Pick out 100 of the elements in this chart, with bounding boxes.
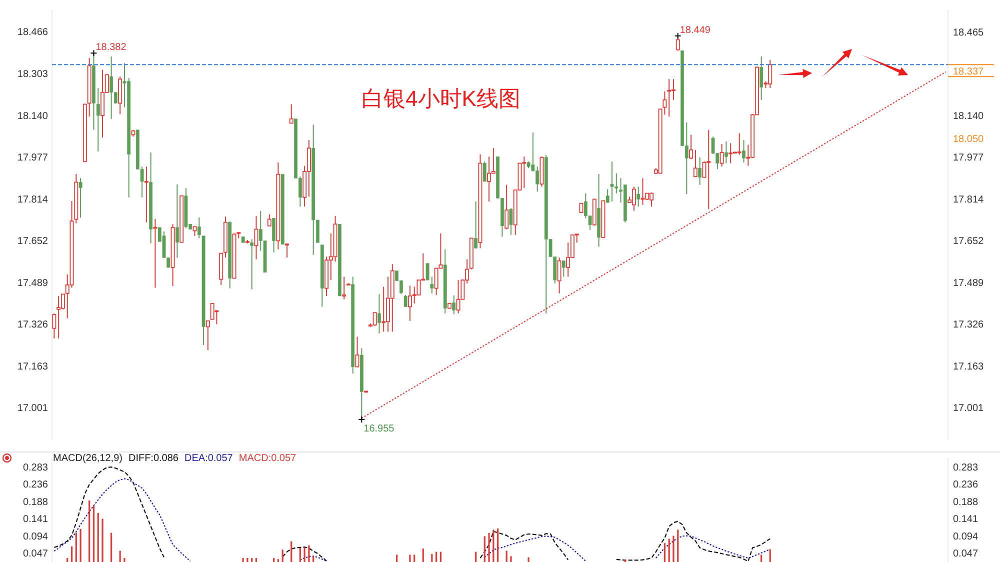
candlestick: [632, 186, 636, 212]
y2-tick-label: 17.489: [953, 278, 984, 289]
y-tick-label: 17.489: [17, 278, 48, 289]
annotation: 16.955: [364, 423, 395, 434]
y2-tick-label: 17.977: [953, 152, 984, 164]
y-tick-label: 0.094: [22, 531, 48, 542]
candlestick: [487, 156, 492, 202]
y-tick-label: 0.236: [22, 480, 48, 491]
y-tick-label: 17.652: [17, 236, 48, 248]
annotation: 18.382: [96, 42, 127, 54]
ref-line-label: 18.337: [953, 66, 984, 78]
y2-tick-label: 17.163: [953, 362, 984, 373]
y2-tick-label: 0.188: [953, 497, 978, 508]
y-tick-label: 17.977: [17, 152, 48, 164]
candlestick: [562, 260, 566, 278]
candlestick: [206, 320, 210, 351]
y-tick-label: 18.466: [17, 27, 48, 38]
candlestick: [698, 156, 702, 186]
candlestick: [728, 142, 733, 164]
candlestick: [52, 312, 56, 339]
candlestick: [522, 156, 526, 189]
line-series: [655, 535, 771, 559]
text: DEA:0.057: [184, 453, 234, 464]
candlestick: [372, 312, 377, 327]
candlestick: [378, 294, 381, 334]
y2-tick-label: 0.236: [953, 480, 978, 491]
candlestick: [289, 104, 294, 124]
candlestick: [254, 215, 258, 260]
y2-tick-label: 0.283: [953, 462, 978, 474]
candlestick: [284, 242, 289, 258]
y-tick-label: 0.141: [22, 514, 48, 526]
y2-tick-label: 0.141: [953, 514, 978, 526]
line-series: [616, 520, 771, 562]
candlestick: [272, 218, 276, 253]
y2-tick-label: 18.465: [953, 27, 984, 38]
candlestick: [197, 216, 201, 239]
y-tick-label: 0.047: [22, 548, 48, 560]
candlestick: [640, 178, 645, 206]
y-tick-label: 18.140: [17, 110, 48, 122]
y-tick-label: 17.814: [17, 194, 48, 206]
candlestick: [693, 149, 698, 178]
candlestick: [434, 268, 438, 296]
candlestick: [306, 139, 311, 198]
candlestick: [96, 88, 100, 152]
candlestick: [78, 178, 82, 218]
candlestick: [416, 280, 421, 296]
candlestick: [474, 201, 478, 249]
candlestick: [504, 184, 509, 230]
candlestick: [426, 262, 430, 281]
candlestick: [689, 134, 694, 160]
candlestick: [737, 132, 742, 156]
y2-tick-label: 18.140: [953, 110, 984, 122]
candlestick: [382, 286, 386, 332]
y2-tick-label: 0.047: [953, 548, 978, 560]
line-series: [484, 536, 586, 562]
line-series: [54, 466, 165, 558]
candlestick: [760, 56, 764, 100]
text: MACD:0.057: [238, 453, 297, 464]
candlestick: [144, 166, 148, 223]
line-series: [54, 478, 191, 562]
candlestick: [667, 78, 672, 118]
candlestick: [56, 295, 61, 339]
candlestick: [557, 256, 562, 294]
line-series: [282, 546, 328, 562]
line-series: [480, 530, 569, 560]
y2-tick-label: 18.050: [953, 134, 984, 145]
text: 白银4小时K线图: [362, 86, 520, 111]
candlestick: [509, 208, 513, 236]
candlestick: [636, 186, 640, 208]
candlestick: [175, 184, 179, 258]
y-tick-label: 17.326: [17, 320, 48, 331]
candlestick: [482, 160, 486, 182]
candlestick: [702, 160, 706, 178]
candlestick: [153, 218, 158, 288]
candlestick: [452, 294, 456, 315]
y-tick-label: 0.283: [22, 462, 48, 474]
y2-tick-label: 17.652: [953, 236, 984, 248]
candlestick: [355, 336, 360, 368]
candlestick: [720, 144, 724, 168]
y-tick-label: 17.001: [17, 403, 48, 414]
candlestick: [430, 276, 434, 294]
y2-tick-label: 17.326: [953, 320, 984, 331]
candlestick: [404, 294, 408, 308]
candlestick: [250, 238, 254, 290]
candlestick: [342, 276, 346, 300]
y2-tick-label: 17.814: [953, 194, 984, 206]
series-label: DIFF:0.086: [128, 453, 179, 464]
y-tick-label: 18.303: [17, 68, 48, 80]
y2-tick-label: 0.094: [953, 531, 978, 542]
annotation: 18.449: [680, 24, 711, 36]
chart-title: MACD(26,12,9): [53, 453, 122, 464]
y-tick-label: 0.188: [22, 497, 48, 508]
candlestick: [267, 214, 272, 226]
candlestick: [742, 139, 746, 163]
y-tick-label: 17.163: [17, 362, 48, 373]
y2-tick-label: 17.001: [953, 403, 984, 414]
candlestick: [210, 302, 214, 320]
candlestick: [724, 140, 728, 164]
candlestick: [606, 188, 610, 204]
candlestick: [192, 226, 197, 236]
